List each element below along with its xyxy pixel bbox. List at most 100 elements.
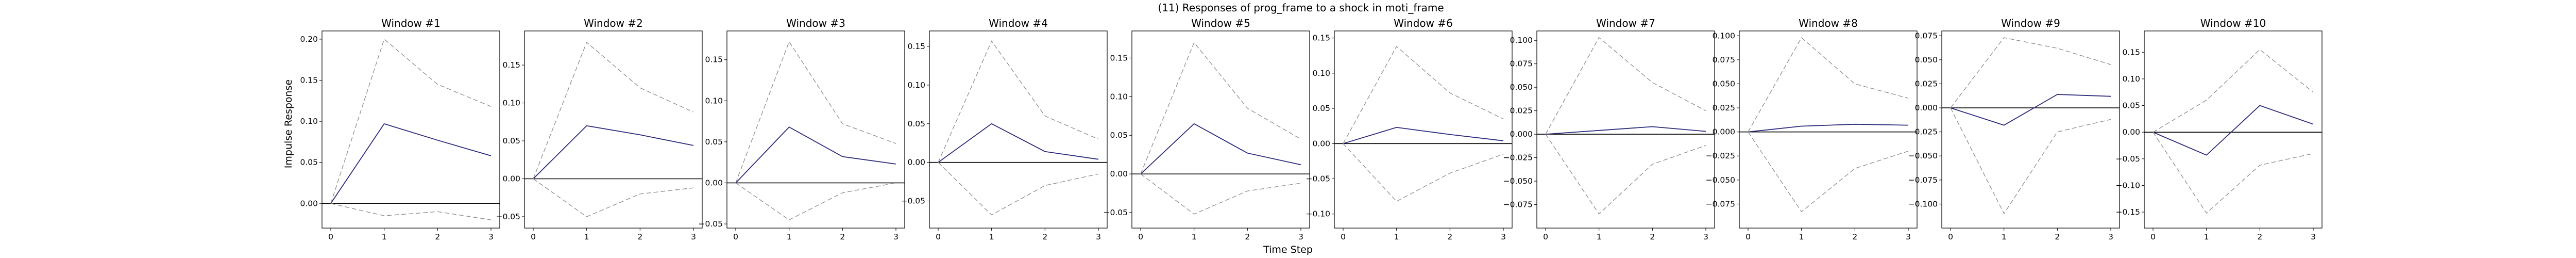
y-tick-label: −0.05 <box>1104 208 1128 217</box>
x-tick-label: 0 <box>1138 232 1143 241</box>
y-tick-label: 0.050 <box>1510 83 1533 92</box>
panel-title: Window #10 <box>2200 17 2266 29</box>
panel-frame <box>929 30 1108 229</box>
irf-line <box>330 123 492 204</box>
panel-title: Window #1 <box>381 17 440 29</box>
y-tick-label: −0.075 <box>1706 199 1735 208</box>
y-tick-label: 0.10 <box>2122 74 2140 84</box>
irf-line <box>1343 126 1504 144</box>
y-tick-label: 0.05 <box>502 136 520 146</box>
y-tick-label: 0.025 <box>1510 106 1533 116</box>
x-tick-label: 3 <box>488 232 494 241</box>
panel-window-9: Window #9 −0.100 −0.075 −0.050 −0.025 0.000 0.… <box>1908 17 2120 241</box>
y-tick-label: 0.025 <box>1915 79 1938 88</box>
y-tick-label: −0.025 <box>1706 151 1735 160</box>
x-tick-label: 1 <box>1192 232 1197 241</box>
x-tick-label: 1 <box>1799 232 1804 241</box>
lower-bound-line <box>735 182 896 220</box>
lower-bound-line <box>330 203 492 220</box>
panel-frame <box>524 30 703 229</box>
panel-frame <box>2144 30 2323 229</box>
panel-window-1: Window #1 0.00 0.05 0.10 0.15 0.20 0 1 2 3 <box>300 17 500 241</box>
x-tick-label: 2 <box>840 232 845 241</box>
y-tick-label: 0.000 <box>1713 127 1735 137</box>
y-tick-label: 0.10 <box>1110 92 1128 101</box>
panel-window-6: Window #6 −0.10 −0.05 0.00 0.05 0.10 0.15 0 1 2 3 <box>1306 17 1513 241</box>
panel-title: Window #9 <box>2001 17 2060 29</box>
x-tick-label: 0 <box>936 232 941 241</box>
x-tick-label: 3 <box>1703 232 1708 241</box>
upper-bound-line <box>330 38 492 204</box>
x-tick-label: 3 <box>2108 232 2113 241</box>
y-tick-label: −0.05 <box>699 219 723 229</box>
y-tick-label: 0.00 <box>705 178 723 187</box>
irf-line <box>1140 123 1301 174</box>
x-tick-label: 2 <box>435 232 440 241</box>
x-tick-label: 1 <box>1394 232 1399 241</box>
y-tick-label: 0.00 <box>502 174 520 184</box>
x-tick-label: 1 <box>2204 232 2209 241</box>
x-tick-label: 2 <box>2257 232 2262 241</box>
x-tick-label: 3 <box>1298 232 1303 241</box>
irf-line <box>2153 105 2314 156</box>
y-tick-label: −0.075 <box>1503 200 1533 209</box>
y-tick-label: 0.10 <box>1312 69 1330 78</box>
irf-line <box>1950 94 2111 126</box>
panel-title: Window #5 <box>1191 17 1250 29</box>
panel-window-5: Window #5 −0.05 0.00 0.05 0.10 0.15 0 1 2 3 <box>1104 17 1310 241</box>
x-tick-label: 0 <box>531 232 536 241</box>
y-tick-label: 0.100 <box>1713 31 1735 40</box>
y-tick-label: 0.15 <box>907 42 925 51</box>
y-tick-label: −0.05 <box>496 212 521 221</box>
x-tick-label: 0 <box>328 232 333 241</box>
y-tick-label: 0.00 <box>907 158 925 167</box>
y-tick-label: −0.050 <box>1908 151 1938 160</box>
y-tick-label: −0.050 <box>1706 175 1735 185</box>
y-tick-label: 0.100 <box>1510 36 1533 45</box>
y-tick-label: 0.10 <box>705 96 723 105</box>
lower-bound-line <box>1950 107 2111 215</box>
irf-line <box>533 125 694 180</box>
upper-bound-line <box>1343 45 1504 144</box>
y-tick-label: −0.15 <box>2116 207 2141 217</box>
panel-window-8: Window #8 −0.075 −0.050 −0.025 0.000 0.025 0.0… <box>1706 17 1918 241</box>
x-tick-label: 2 <box>1245 232 1250 241</box>
y-tick-label: 0.000 <box>1915 103 1938 112</box>
x-tick-label: 1 <box>382 232 387 241</box>
irf-line <box>1748 123 1909 133</box>
x-tick-label: 0 <box>1745 232 1751 241</box>
x-tick-label: 1 <box>989 232 994 241</box>
x-tick-label: 1 <box>584 232 589 241</box>
y-tick-label: 0.05 <box>1110 131 1128 140</box>
upper-bound-line <box>1545 37 1706 135</box>
panel-window-2: Window #2 −0.05 0.00 0.05 0.10 0.15 0 1 2 3 <box>496 17 703 241</box>
y-tick-label: 0.00 <box>1312 139 1330 148</box>
lower-bound-line <box>1545 134 1706 215</box>
panel-frame <box>1131 30 1310 229</box>
y-tick-label: 0.15 <box>2122 47 2140 57</box>
y-tick-label: −0.025 <box>1503 153 1533 163</box>
panel-frame <box>1334 30 1513 229</box>
lower-bound-line <box>1748 132 1909 213</box>
y-axis-label: Impulse Response <box>283 79 294 168</box>
y-tick-label: −0.10 <box>1306 209 1331 219</box>
y-tick-label: 0.15 <box>1110 53 1128 62</box>
y-tick-label: 0.00 <box>300 199 318 208</box>
y-tick-label: 0.15 <box>502 60 520 70</box>
y-tick-label: 0.075 <box>1510 59 1533 69</box>
x-tick-label: 2 <box>1447 232 1452 241</box>
lower-bound-line <box>1140 173 1301 215</box>
irf-line <box>1545 126 1706 135</box>
panel-window-3: Window #3 −0.05 0.00 0.05 0.10 0.15 0 1 2 3 <box>699 17 905 241</box>
upper-bound-line <box>938 40 1099 163</box>
panel-title: Window #8 <box>1799 17 1858 29</box>
y-tick-label: −0.05 <box>1306 174 1331 184</box>
x-tick-label: 2 <box>1650 232 1655 241</box>
panel-title: Window #2 <box>584 17 643 29</box>
upper-bound-line <box>1950 37 2111 108</box>
y-tick-label: 0.00 <box>2122 127 2140 137</box>
upper-bound-line <box>533 41 694 179</box>
x-tick-label: 3 <box>2311 232 2316 241</box>
y-tick-label: 0.050 <box>1915 55 1938 64</box>
x-tick-label: 2 <box>1042 232 1047 241</box>
